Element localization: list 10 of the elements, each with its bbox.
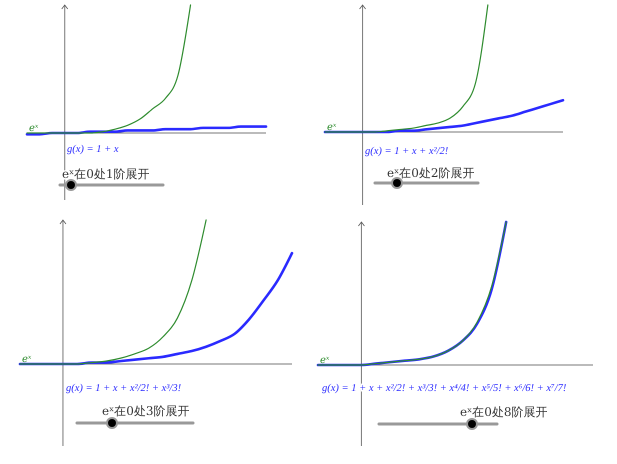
series-label: g(x) = 1 + x — [67, 144, 119, 155]
series-label: eˣ — [29, 123, 39, 134]
text: eˣ在0处2阶展开 — [387, 166, 474, 180]
text: eˣ在0处3阶展开 — [102, 404, 190, 418]
series-label: eˣ — [327, 122, 337, 133]
series-label: g(x) = 1 + x + x²/2! — [365, 146, 449, 157]
series-label: g(x) = 1 + x + x²/2! + x³/3! — [66, 383, 182, 394]
series-label: eˣ — [22, 354, 32, 365]
text: eˣ在0处8阶展开 — [460, 405, 548, 419]
series-label: eˣ — [320, 355, 330, 366]
